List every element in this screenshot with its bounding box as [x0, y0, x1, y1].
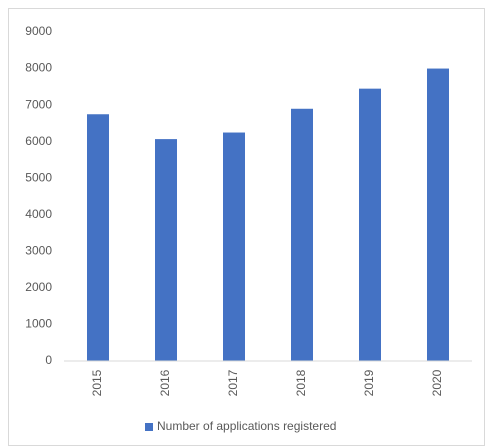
legend-swatch: [145, 423, 153, 431]
y-tick-label: 0: [45, 353, 52, 367]
bar: [427, 68, 449, 362]
x-tick-label: 2016: [158, 369, 172, 396]
y-tick-label: 3000: [25, 244, 52, 258]
bar: [155, 139, 177, 361]
x-tick-label: 2018: [294, 369, 308, 396]
chart-border: [8, 8, 485, 446]
y-tick-label: 7000: [25, 97, 52, 111]
x-tick-label: 2019: [362, 369, 376, 396]
y-tick-label: 9000: [25, 24, 52, 38]
bar: [87, 114, 109, 361]
y-tick-label: 2000: [25, 280, 52, 294]
x-tick-label: 2020: [430, 369, 444, 396]
y-tick-label: 5000: [25, 170, 52, 184]
x-tick-label: 2017: [226, 369, 240, 396]
bar: [223, 132, 245, 361]
bar: [291, 108, 313, 362]
x-tick-label: 2015: [90, 369, 104, 396]
y-tick-label: 1000: [25, 317, 52, 331]
bar: [359, 88, 381, 362]
legend-label: Number of applications registered: [157, 419, 336, 433]
y-tick-label: 8000: [25, 61, 52, 75]
y-tick-label: 6000: [25, 134, 52, 148]
y-tick-label: 4000: [25, 207, 52, 221]
